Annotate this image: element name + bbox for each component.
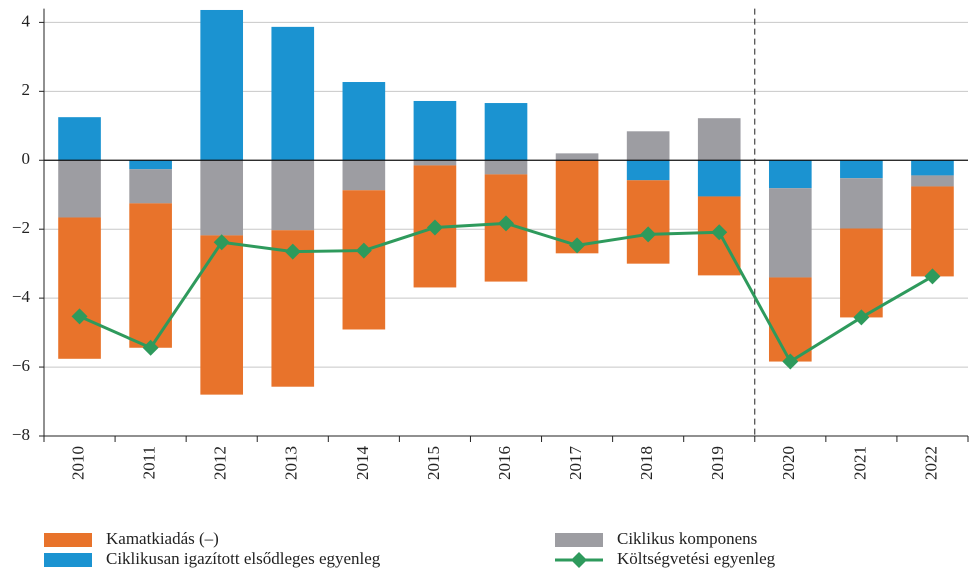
marker [782,353,799,370]
x-tick-label: 2014 [353,446,372,481]
marker [71,308,88,325]
legend-label: Költségvetési egyenleg [617,549,776,568]
bar [342,190,386,330]
bar [626,131,670,161]
legend-swatch [44,553,92,567]
marker [711,224,728,241]
bar [697,118,741,161]
bar [129,169,172,204]
bar [271,160,315,231]
x-tick-label: 2019 [708,446,727,480]
bar [129,160,172,170]
bar [413,160,457,166]
bar [484,103,528,161]
bar [200,235,244,395]
y-tick-label: −4 [12,287,31,306]
bar [768,160,812,189]
bar [768,277,812,362]
x-tick-label: 2020 [779,446,798,480]
legend-swatch [555,533,603,547]
x-tick-label: 2016 [495,446,514,480]
x-tick-label: 2017 [566,446,585,481]
bar [840,178,883,229]
y-tick-label: −8 [12,425,30,444]
bar [911,160,954,176]
marker [426,219,443,236]
bar [697,160,741,197]
bar [58,160,101,218]
bar [626,160,670,181]
y-tick-label: −6 [12,356,30,375]
legend-swatch [44,533,92,547]
legend-label: Kamatkiadás (–) [106,529,219,548]
marker [924,268,941,285]
y-tick-label: 0 [22,149,31,168]
x-tick-label: 2018 [637,446,656,480]
y-tick-label: 2 [22,80,31,99]
marker [355,242,372,259]
bar [911,186,954,277]
bar [129,203,172,348]
x-tick-label: 2012 [211,446,230,480]
bar [200,9,244,161]
bar [58,117,101,161]
bar [911,175,954,187]
marker [853,309,870,326]
x-tick-label: 2013 [282,446,301,480]
legend-label: Ciklikusan igazított elsődleges egyenleg [106,549,381,568]
y-tick-label: −2 [12,218,30,237]
bar [413,100,457,161]
legend-label: Ciklikus komponens [617,529,757,548]
bar [840,160,883,179]
legend-marker [571,552,587,568]
bar [840,228,883,318]
bar [271,26,315,161]
marker [142,339,159,356]
bar [342,82,386,161]
x-tick-label: 2010 [68,446,87,480]
bar [768,188,812,278]
marker [569,237,586,254]
marker [498,215,514,232]
bar [484,160,528,175]
bar [626,180,670,264]
marker [213,234,230,251]
bar [58,217,101,359]
x-tick-label: 2022 [921,446,940,480]
x-tick-label: 2015 [424,446,443,480]
bar [200,160,244,236]
bar [555,153,599,161]
x-tick-label: 2021 [850,446,869,480]
x-tick-label: 2011 [140,446,159,479]
bar [342,160,386,191]
y-tick-label: 4 [22,11,31,30]
marker [640,226,657,243]
marker [284,243,301,260]
